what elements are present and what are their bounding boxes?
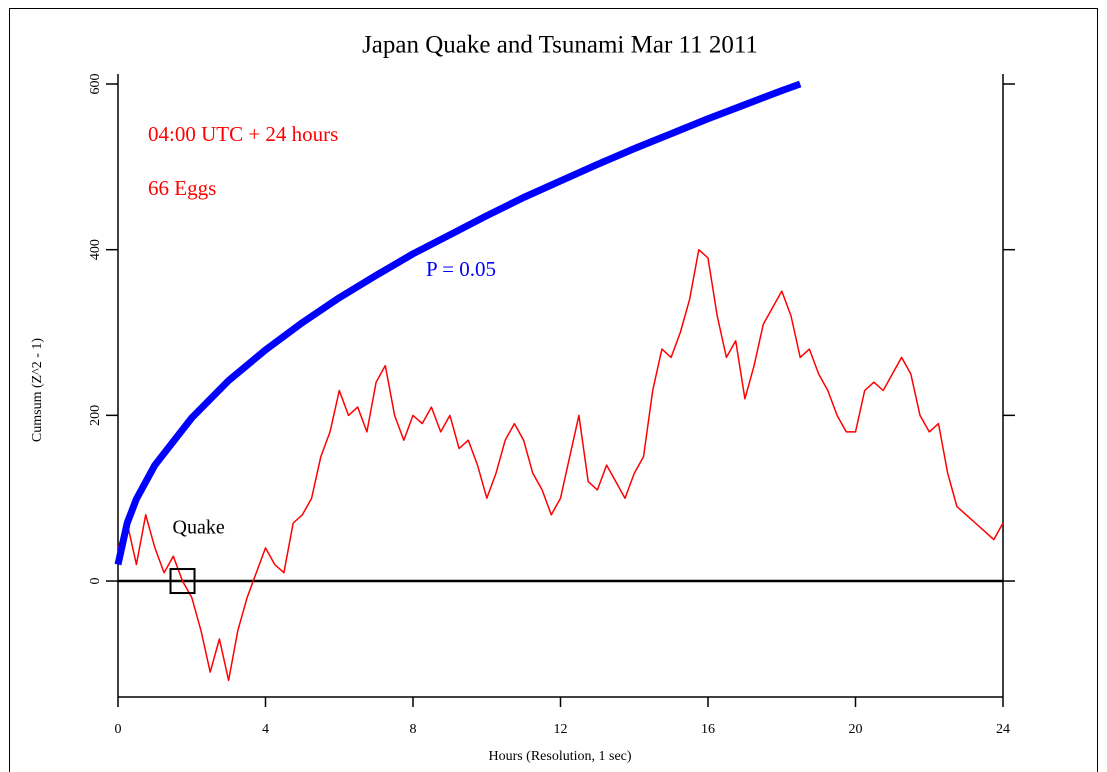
x-tick-label: 20 — [849, 722, 863, 737]
x-tick-label: 16 — [701, 722, 715, 737]
marker-label: Quake — [173, 517, 225, 539]
series-label: P = 0.05 — [426, 257, 496, 281]
y-tick-label: 600 — [88, 74, 103, 95]
y-tick-label: 200 — [88, 405, 103, 426]
x-tick-label: 4 — [262, 722, 269, 737]
annotation: 04:00 UTC + 24 hours — [148, 122, 338, 146]
quake-marker — [169, 568, 196, 595]
frame — [9, 8, 1098, 772]
x-tick-label: 8 — [410, 722, 417, 737]
y-tick-label: 0 — [88, 578, 103, 585]
x-axis-label: Hours (Resolution, 1 sec) — [488, 749, 631, 764]
y-tick-label: 400 — [88, 239, 103, 260]
series-line — [117, 248, 1004, 682]
series-line — [114, 80, 802, 566]
x-tick-label: 24 — [996, 722, 1010, 737]
x-tick-label: 0 — [115, 722, 122, 737]
annotation: 66 Eggs — [148, 176, 216, 200]
x-tick-label: 12 — [554, 722, 568, 737]
chart-title: Japan Quake and Tsunami Mar 11 2011 — [362, 32, 758, 59]
y-axis-label: Cumsum (Z^2 - 1) — [30, 338, 45, 443]
